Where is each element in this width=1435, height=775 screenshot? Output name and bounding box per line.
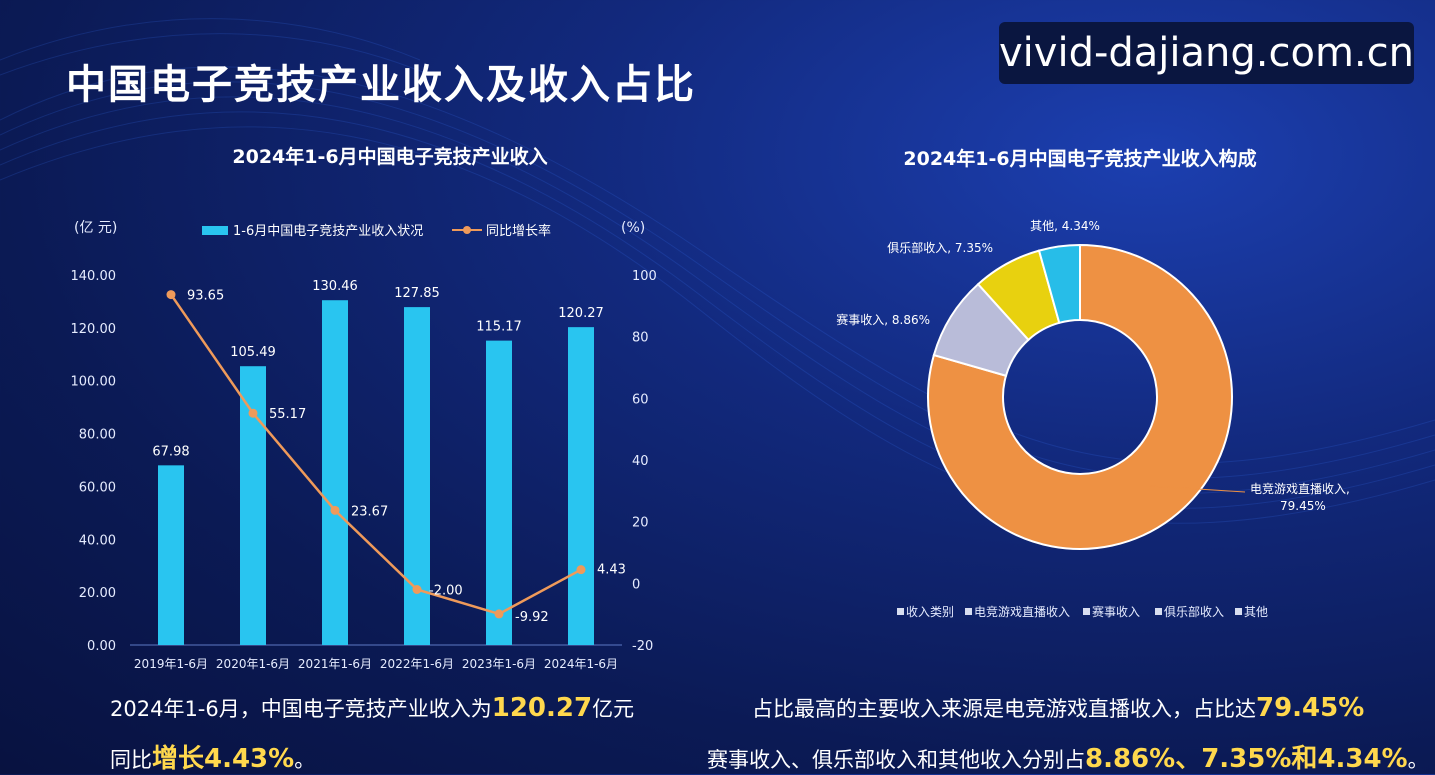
line-point <box>494 609 504 619</box>
y2-tick-label: 100 <box>632 269 657 284</box>
summary-text: 亿元 <box>592 697 635 721</box>
legend-label: 其他 <box>1244 605 1268 619</box>
legend-swatch <box>1083 608 1090 615</box>
y-tick-label: 100.00 <box>71 375 117 390</box>
slice-data-label: 其他, 4.34% <box>1030 219 1100 233</box>
x-tick-label: 2024年1-6月 <box>544 657 618 671</box>
legend-swatch <box>897 608 904 615</box>
revenue-bar-line-chart: (亿 元) (%) 1-6月中国电子竞技产业收入状况 同比增长率 0.00 20.… <box>71 220 657 671</box>
revenue-composition-donut: 电竞游戏直播收入, 79.45% 赛事收入, 8.86% 俱乐部收入, 7.35% 其他… <box>836 219 1350 619</box>
bar-data-label: 120.27 <box>558 306 604 321</box>
bar-data-label: 130.46 <box>312 279 358 294</box>
legend-label: 赛事收入 <box>1092 604 1140 619</box>
y-tick-label: 20.00 <box>79 586 116 601</box>
legend-swatch <box>1155 608 1162 615</box>
y2-tick-label: 0 <box>632 577 640 592</box>
legend-label: 电竞游戏直播收入 <box>974 605 1070 619</box>
y-tick-label: 120.00 <box>71 322 117 337</box>
summary-text: 同比 <box>110 748 152 772</box>
summary-left-line1: 2024年1-6月，中国电子竞技产业收入为120.27亿元 <box>110 693 634 723</box>
legend-swatch <box>965 608 972 615</box>
slice-data-label: 79.45% <box>1280 499 1326 513</box>
line-data-label: -9.92 <box>515 610 549 625</box>
summary-text: 赛事收入、俱乐部收入和其他收入分别占 <box>707 748 1085 772</box>
page-title: 中国电子竞技产业收入及收入占比 <box>66 62 696 108</box>
summary-left-line2: 同比增长4.43%。 <box>110 738 315 775</box>
left-axis-unit: (亿 元) <box>74 220 117 236</box>
watermark: vivid-dajiang.com.cn <box>999 22 1414 84</box>
line-point <box>166 290 176 300</box>
line-data-label: 23.67 <box>351 504 388 519</box>
y-tick-label: 0.00 <box>87 639 116 654</box>
summary-highlight: 8.86%、7.35%和4.34% <box>1085 744 1408 774</box>
y-tick-label: 40.00 <box>79 533 116 548</box>
summary-text: 占比最高的主要收入来源是电竞游戏直播收入，占比达 <box>752 697 1256 721</box>
slice-leader-line <box>1149 485 1246 493</box>
summary-highlight: 79.45% <box>1256 693 1365 723</box>
line-data-label: -2.00 <box>429 584 463 599</box>
bar-data-label: 105.49 <box>230 345 276 360</box>
summary-text: 。 <box>294 748 316 772</box>
bar-data-label: 67.98 <box>152 444 189 459</box>
y-tick-label: 80.00 <box>79 428 116 443</box>
legend-swatch <box>1235 608 1242 615</box>
summary-text: 。 <box>1407 748 1429 772</box>
summary-highlight: 120.27 <box>491 693 593 723</box>
line-data-label: 4.43 <box>597 563 626 578</box>
summary-text: 2024年1-6月，中国电子竞技产业收入为 <box>110 697 492 721</box>
bar <box>158 465 184 645</box>
bar <box>322 300 348 645</box>
y2-tick-label: 20 <box>632 516 649 531</box>
x-tick-label: 2019年1-6月 <box>134 657 208 671</box>
line-point <box>412 585 422 594</box>
line-point <box>248 408 258 418</box>
line-data-label: 93.65 <box>187 289 224 304</box>
x-tick-label: 2020年1-6月 <box>216 657 290 671</box>
y-tick-label: 140.00 <box>71 269 117 284</box>
growth-line <box>169 293 582 616</box>
donut-slice <box>1037 243 1081 325</box>
slice-data-label: 赛事收入, 8.86% <box>836 312 930 327</box>
legend-line-label: 同比增长率 <box>486 223 551 239</box>
y2-tick-label: 60 <box>632 392 649 407</box>
y2-tick-label: 80 <box>632 331 649 346</box>
legend-label: 收入类别 <box>906 605 954 619</box>
y2-tick-label: -20 <box>632 639 653 654</box>
summary-right-line1: 占比最高的主要收入来源是电竞游戏直播收入，占比达79.45% <box>752 693 1364 723</box>
y-tick-label: 60.00 <box>79 480 116 495</box>
line-data-label: 55.17 <box>269 407 306 422</box>
x-tick-label: 2023年1-6月 <box>462 657 536 671</box>
line-point <box>576 565 586 575</box>
summary-highlight: 增长4.43% <box>152 744 295 774</box>
legend-bar-label: 1-6月中国电子竞技产业收入状况 <box>233 223 423 239</box>
donut-slice <box>927 243 1233 550</box>
bar <box>568 327 594 645</box>
line-point <box>330 505 340 515</box>
summary-right-line2: 赛事收入、俱乐部收入和其他收入分别占8.86%、7.35%和4.34%。 <box>707 738 1429 775</box>
legend-line-marker <box>463 226 471 234</box>
bar-chart-title: 2024年1-6月中国电子竞技产业收入 <box>232 146 548 168</box>
slice-data-label: 俱乐部收入, 7.35% <box>887 240 993 255</box>
bar-data-label: 127.85 <box>394 286 440 301</box>
x-tick-label: 2022年1-6月 <box>380 657 454 671</box>
right-axis-unit: (%) <box>621 220 645 236</box>
pie-chart-title: 2024年1-6月中国电子竞技产业收入构成 <box>903 148 1257 170</box>
legend-label: 俱乐部收入 <box>1164 604 1224 619</box>
x-tick-label: 2021年1-6月 <box>298 657 372 671</box>
slice-data-label: 电竞游戏直播收入, <box>1250 482 1350 496</box>
bar-data-label: 115.17 <box>476 320 522 335</box>
legend-bar-swatch <box>202 226 228 235</box>
bar <box>486 340 512 645</box>
y2-tick-label: 40 <box>632 454 649 469</box>
